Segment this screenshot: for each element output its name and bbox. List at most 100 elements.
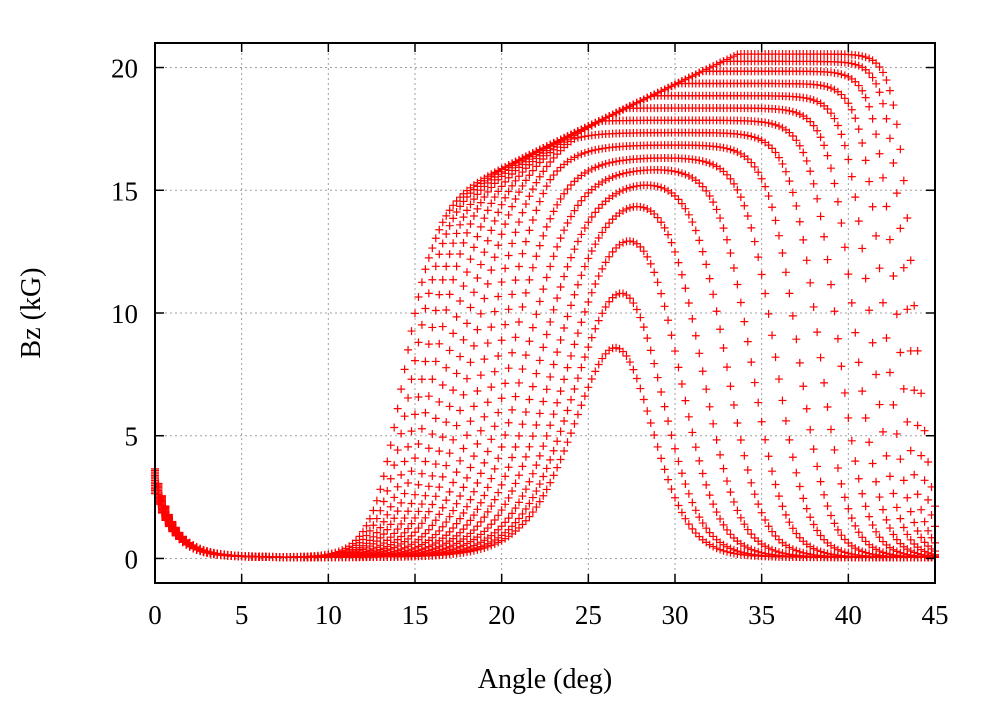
data-point <box>625 203 634 212</box>
data-point <box>414 293 423 302</box>
data-point <box>549 360 558 369</box>
data-point <box>896 348 905 357</box>
data-point <box>497 278 506 287</box>
data-point <box>879 173 887 182</box>
data-point <box>511 479 520 488</box>
data-point <box>580 125 589 134</box>
data-point <box>677 270 686 279</box>
data-point <box>376 506 385 515</box>
data-point <box>840 493 849 502</box>
data-point <box>813 97 822 106</box>
data-point <box>705 274 714 283</box>
data-point <box>823 502 832 511</box>
data-point <box>833 69 842 78</box>
data-point <box>466 547 475 556</box>
data-point <box>501 264 510 273</box>
data-point <box>532 369 541 378</box>
data-point <box>431 357 440 366</box>
data-point <box>456 352 465 361</box>
data-point <box>691 70 700 79</box>
data-point <box>778 502 787 511</box>
data-point <box>539 343 548 352</box>
data-point <box>386 520 395 529</box>
data-point <box>421 408 430 417</box>
data-point <box>567 429 575 438</box>
data-point <box>553 200 562 209</box>
data-point <box>157 509 166 518</box>
data-point <box>775 492 783 501</box>
data-point <box>504 463 513 472</box>
data-point <box>813 194 822 203</box>
data-point <box>407 531 416 540</box>
data-point <box>411 490 419 499</box>
data-point <box>840 71 849 80</box>
data-point <box>719 464 728 473</box>
data-point <box>459 509 468 518</box>
data-point <box>428 244 437 253</box>
data-point <box>847 514 856 523</box>
data-point <box>813 328 822 337</box>
data-point <box>625 294 634 303</box>
data-point <box>896 514 905 523</box>
data-point <box>795 533 804 542</box>
data-point <box>452 468 461 477</box>
data-point <box>594 118 603 127</box>
data-point <box>851 521 860 530</box>
data-point <box>757 270 766 279</box>
data-point <box>716 545 725 554</box>
data-point <box>709 198 718 207</box>
data-point <box>868 338 877 347</box>
data-point <box>417 320 426 329</box>
data-point <box>865 438 874 447</box>
data-point <box>650 431 659 440</box>
data-point <box>913 490 922 499</box>
data-point <box>528 432 537 441</box>
data-point <box>757 136 766 145</box>
data-point <box>816 212 825 221</box>
data-point <box>688 524 697 533</box>
data-point <box>729 549 738 558</box>
data-point <box>487 183 496 192</box>
data-point <box>851 457 860 466</box>
data-point <box>664 316 673 325</box>
data-point <box>459 335 468 344</box>
data-point <box>823 151 832 160</box>
data-point <box>847 172 856 181</box>
data-point <box>872 130 881 139</box>
data-point <box>466 417 475 426</box>
data-point <box>830 519 839 528</box>
data-point <box>483 339 492 348</box>
data-point <box>560 189 569 198</box>
data-point <box>726 145 735 154</box>
data-point <box>508 202 517 211</box>
data-point <box>671 247 679 256</box>
data-point <box>487 266 496 275</box>
data-point <box>847 436 856 445</box>
data-point <box>729 146 738 155</box>
data-point <box>920 517 929 526</box>
data-point <box>885 134 894 143</box>
data-point <box>820 490 829 499</box>
data-point <box>858 489 867 498</box>
data-point <box>445 487 454 496</box>
data-point <box>379 472 388 481</box>
data-point <box>625 358 634 367</box>
data-point <box>192 546 201 555</box>
data-point <box>539 442 548 451</box>
data-point <box>636 202 645 211</box>
data-point <box>605 219 614 228</box>
x-tick-label: 10 <box>315 600 342 630</box>
data-point <box>431 516 440 525</box>
data-point <box>851 60 860 69</box>
data-point <box>580 392 589 401</box>
data-point <box>743 337 752 346</box>
data-point <box>407 327 416 336</box>
data-point <box>487 520 496 529</box>
data-point <box>525 512 534 521</box>
data-point <box>757 417 766 426</box>
data-point <box>501 220 510 229</box>
data-point <box>747 223 756 232</box>
data-point <box>643 205 652 214</box>
data-point <box>754 134 763 143</box>
data-point <box>768 331 777 340</box>
